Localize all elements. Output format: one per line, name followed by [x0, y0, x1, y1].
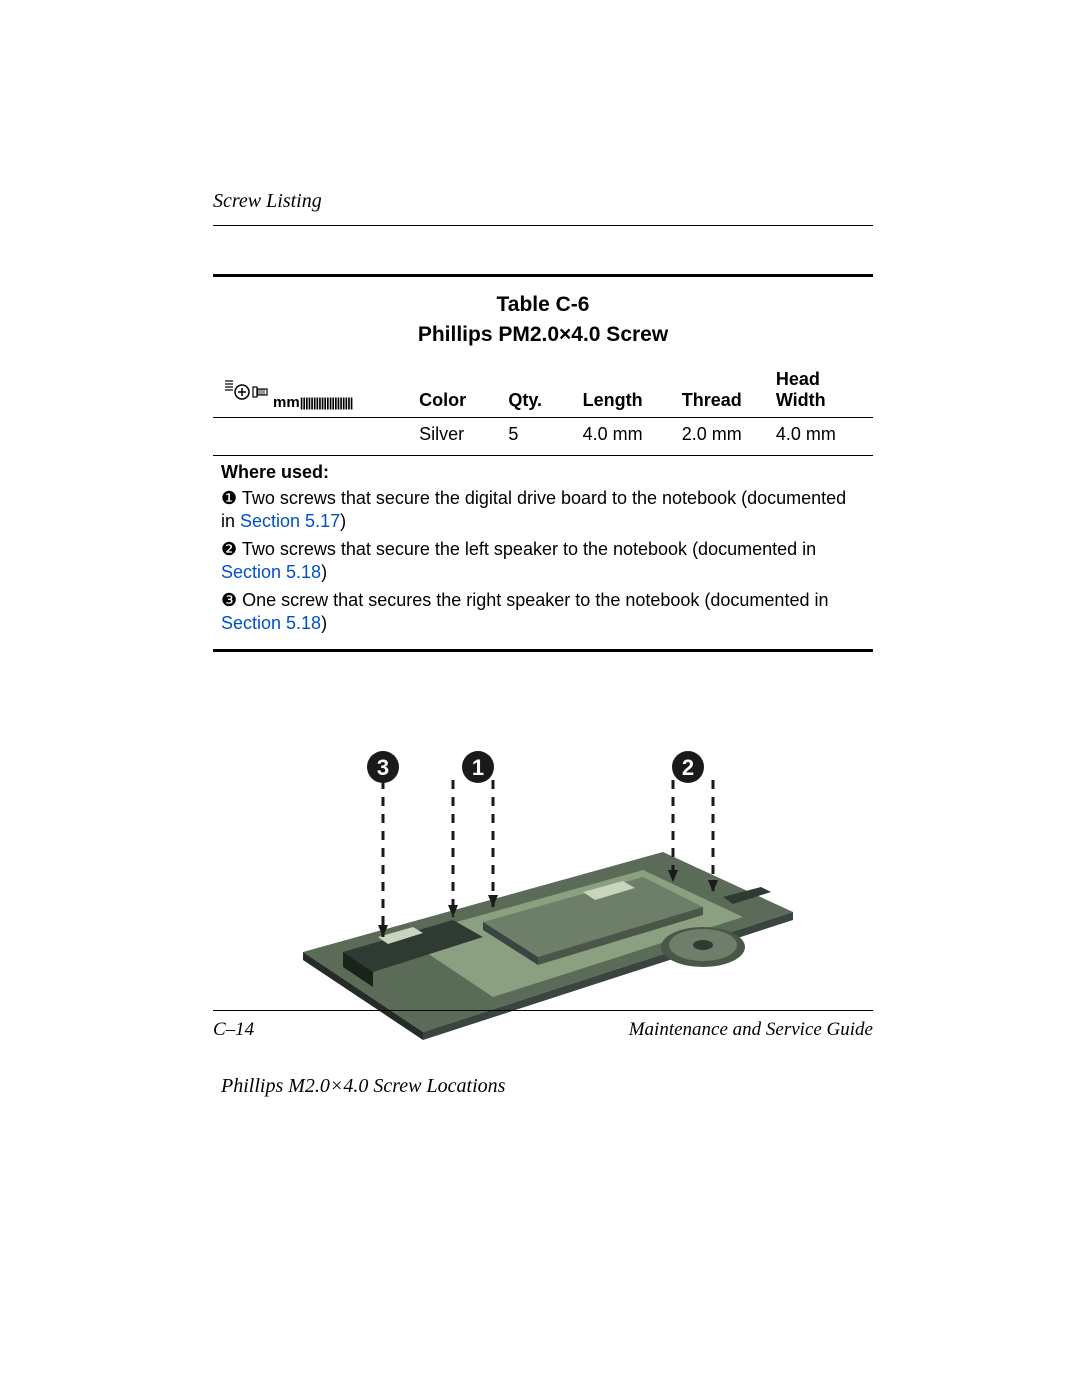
usage-item-3: ❸ One screw that secures the right speak… [221, 589, 865, 636]
col-qty: Qty. [508, 390, 582, 411]
motherboard-diagram: 3 1 2 [283, 742, 803, 1042]
table-number: Table C-6 [213, 293, 873, 317]
callout-3: 3 [377, 755, 389, 780]
screw-icon: mm|||||||||||||||||||| [221, 377, 419, 411]
table-header-row: mm|||||||||||||||||||| Color Qty. Length… [213, 369, 873, 417]
col-head: HeadWidth [776, 369, 865, 411]
cell-length: 4.0 mm [583, 424, 682, 445]
callout-1: 1 [472, 755, 484, 780]
col-color: Color [419, 390, 508, 411]
cell-qty: 5 [508, 424, 582, 445]
figure-caption: Phillips M2.0×4.0 Screw Locations [213, 1075, 873, 1098]
figure: 3 1 2 Phillips M2.0×4.0 Screw Locations [213, 742, 873, 1098]
mm-label: mm [273, 394, 300, 411]
cell-thread: 2.0 mm [682, 424, 776, 445]
section-link[interactable]: Section 5.17 [240, 511, 340, 531]
col-thread: Thread [682, 390, 776, 411]
col-length: Length [583, 390, 682, 411]
section-link[interactable]: Section 5.18 [221, 613, 321, 633]
usage-item-2: ❷ Two screws that secure the left speake… [221, 538, 865, 585]
table-row: Silver 5 4.0 mm 2.0 mm 4.0 mm [213, 418, 873, 455]
usage-item-1: ❶ Two screws that secure the digital dri… [221, 487, 865, 534]
page-footer: C–14 Maintenance and Service Guide [213, 1010, 873, 1041]
table-top-rule [213, 274, 873, 277]
cell-color: Silver [419, 424, 508, 445]
callout-2: 2 [682, 755, 694, 780]
where-used-block: Where used: ❶ Two screws that secure the… [213, 456, 873, 635]
where-used-label: Where used: [221, 462, 865, 483]
section-link[interactable]: Section 5.18 [221, 562, 321, 582]
cell-head: 4.0 mm [776, 424, 865, 445]
table-title: Phillips PM2.0×4.0 Screw [213, 323, 873, 347]
section-header: Screw Listing [213, 190, 873, 213]
table-bottom-rule [213, 649, 873, 652]
doc-title: Maintenance and Service Guide [629, 1019, 873, 1041]
ruler-ticks: |||||||||||||||||||| [300, 396, 353, 409]
page-number: C–14 [213, 1019, 254, 1041]
